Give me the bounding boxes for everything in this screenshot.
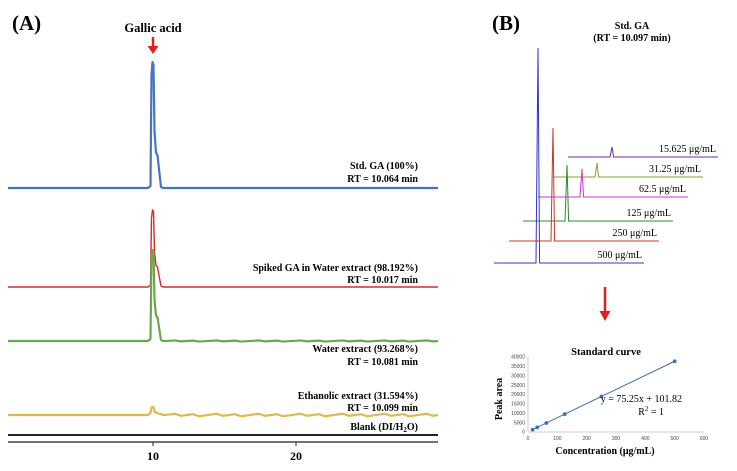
curve-y-tick-label: 5000 (514, 420, 525, 426)
trace-std-ga (8, 60, 438, 190)
blank-label-suffix: O) (407, 422, 418, 433)
curve-point (562, 412, 567, 417)
stacked-chromatograms: 15.625 μg/mL 31.25 μg/mL 62.5 μg/mL 125 μg/… (494, 47, 718, 264)
curve-x-tick-label: 400 (641, 436, 650, 442)
curve-y-tick-label: 20000 (511, 392, 525, 398)
curve-point (599, 394, 604, 399)
curve-x-tick-label: 600 (700, 436, 709, 442)
stack-trace-0 (568, 146, 718, 158)
curve-x-tick-label: 500 (670, 436, 679, 442)
stack-trace-4 (509, 127, 659, 242)
curve-y-tick-label: 30000 (511, 373, 525, 379)
curve-y-tick-label: 35000 (511, 364, 525, 370)
curve-point (535, 425, 540, 430)
curve-y-tick-label: 40000 (511, 355, 525, 361)
stack-label-2: 62.5 μg/mL (639, 184, 686, 195)
gallic-acid-arrow-icon (147, 37, 159, 54)
panel-b-label: (B) (492, 11, 520, 35)
curve-y-tick-label: 15000 (511, 402, 525, 408)
curve-title: Standard curve (571, 347, 641, 358)
curve-point (530, 427, 535, 432)
curve-point (672, 359, 677, 364)
x-tick-label-10: 10 (147, 449, 159, 463)
stack-label-5: 500 μg/mL (597, 250, 642, 261)
trace-rt-std-ga: RT = 10.064 min (347, 174, 418, 185)
stack-label-4: 250 μg/mL (612, 228, 657, 239)
stack-label-1: 31.25 μg/mL (649, 164, 701, 175)
panel-a-label: (A) (12, 11, 41, 35)
curve-x-tick-label: 0 (527, 436, 530, 442)
down-arrow-icon (599, 287, 611, 321)
curve-trendline (532, 360, 675, 431)
trace-label-std-ga: Std. GA (100%) (350, 161, 418, 172)
curve-x-tick-label: 300 (612, 436, 621, 442)
trace-spiked (8, 209, 438, 288)
stack-label-0: 15.625 μg/mL (659, 144, 716, 155)
curve-r2: R2 = 1 (638, 405, 664, 418)
curve-y-tick-label: 0 (522, 430, 525, 436)
curve-r2-prefix: R (638, 407, 645, 418)
trace-label-spiked: Spiked GA in Water extract (98.192%) (253, 263, 418, 274)
curve-r2-suffix: = 1 (648, 407, 664, 418)
curve-y-label: Peak area (494, 378, 505, 420)
curve-x-tick-label: 100 (553, 436, 562, 442)
trace-rt-ethanolic: RT = 10.099 min (347, 403, 418, 414)
curve-equation: y = 75.25x + 101.82 (601, 394, 682, 405)
trace-rt-spiked: RT = 10.017 min (347, 275, 418, 286)
panel-b-title: Std. GA (615, 21, 650, 32)
curve-y-tick-label: 25000 (511, 383, 525, 389)
trace-ethanolic (8, 405, 439, 418)
panel-b-rt: (RT = 10.097 min) (593, 33, 670, 44)
gallic-acid-label: Gallic acid (124, 21, 181, 35)
blank-label-main: Blank (DI/H (350, 422, 403, 433)
stack-label-3: 125 μg/mL (626, 208, 671, 219)
curve-r2-sup: 2 (645, 405, 649, 413)
trace-label-ethanolic: Ethanolic extract (31.594%) (298, 391, 418, 402)
curve-x-tick-label: 200 (582, 436, 591, 442)
curve-y-tick-label: 10000 (511, 411, 525, 417)
trace-water (8, 248, 439, 343)
curve-x-label: Concentration (μg/mL) (555, 446, 654, 457)
x-tick-label-20: 20 (290, 449, 302, 463)
chromatogram-traces (8, 60, 439, 418)
trace-label-water: Water extract (93.268%) (312, 344, 418, 355)
blank-label-sub: 2 (403, 426, 407, 434)
blank-label: Blank (DI/H2O) (350, 422, 418, 434)
stack-trace-5 (494, 47, 644, 264)
trace-rt-water: RT = 10.081 min (347, 357, 418, 368)
curve-point (544, 421, 549, 425)
standard-curve-plot: 0 100 200 300 400 500 600 0 5000 10000 15000 20000 2… (511, 355, 708, 442)
